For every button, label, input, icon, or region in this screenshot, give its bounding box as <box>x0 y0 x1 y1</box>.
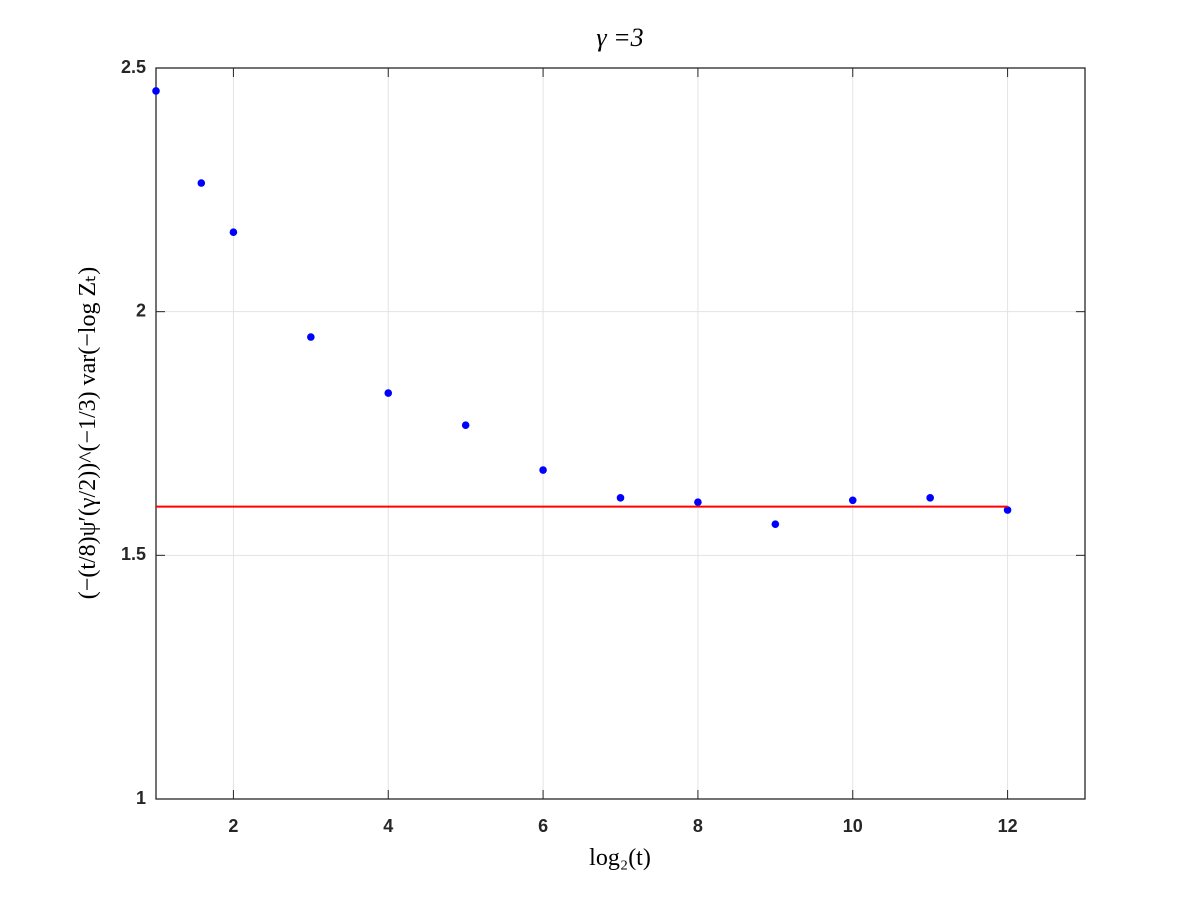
data-point <box>152 87 160 95</box>
data-point <box>197 179 206 187</box>
data-point <box>1003 506 1012 514</box>
x-tick-label: 6 <box>538 816 548 836</box>
x-tick-label: 12 <box>998 816 1018 836</box>
x-axis-label: log₂(t) <box>589 845 651 871</box>
data-point <box>926 494 934 502</box>
data-point <box>539 466 547 474</box>
y-axis-label: (−(t/8)ψ′(γ/2))^(−1/3) var(−log Zₜ) <box>75 267 101 599</box>
x-tick-label: 2 <box>228 816 238 836</box>
data-point <box>694 498 702 507</box>
data-point <box>229 228 238 237</box>
data-point <box>616 494 625 502</box>
y-tick-label: 2 <box>136 300 146 320</box>
data-point <box>307 333 315 341</box>
axes-box <box>155 67 1086 800</box>
y-tick-label: 1 <box>136 788 146 808</box>
data-point <box>771 520 780 528</box>
y-tick-label: 1.5 <box>121 544 146 564</box>
data-point <box>461 421 470 430</box>
y-tick-label: 2.5 <box>121 57 146 77</box>
x-tick-label: 10 <box>843 816 863 836</box>
x-tick-label: 8 <box>693 816 703 836</box>
data-point <box>384 389 393 397</box>
x-tick-label: 4 <box>383 816 393 836</box>
data-point <box>848 496 857 505</box>
chart-title: γ =3 <box>596 23 643 52</box>
